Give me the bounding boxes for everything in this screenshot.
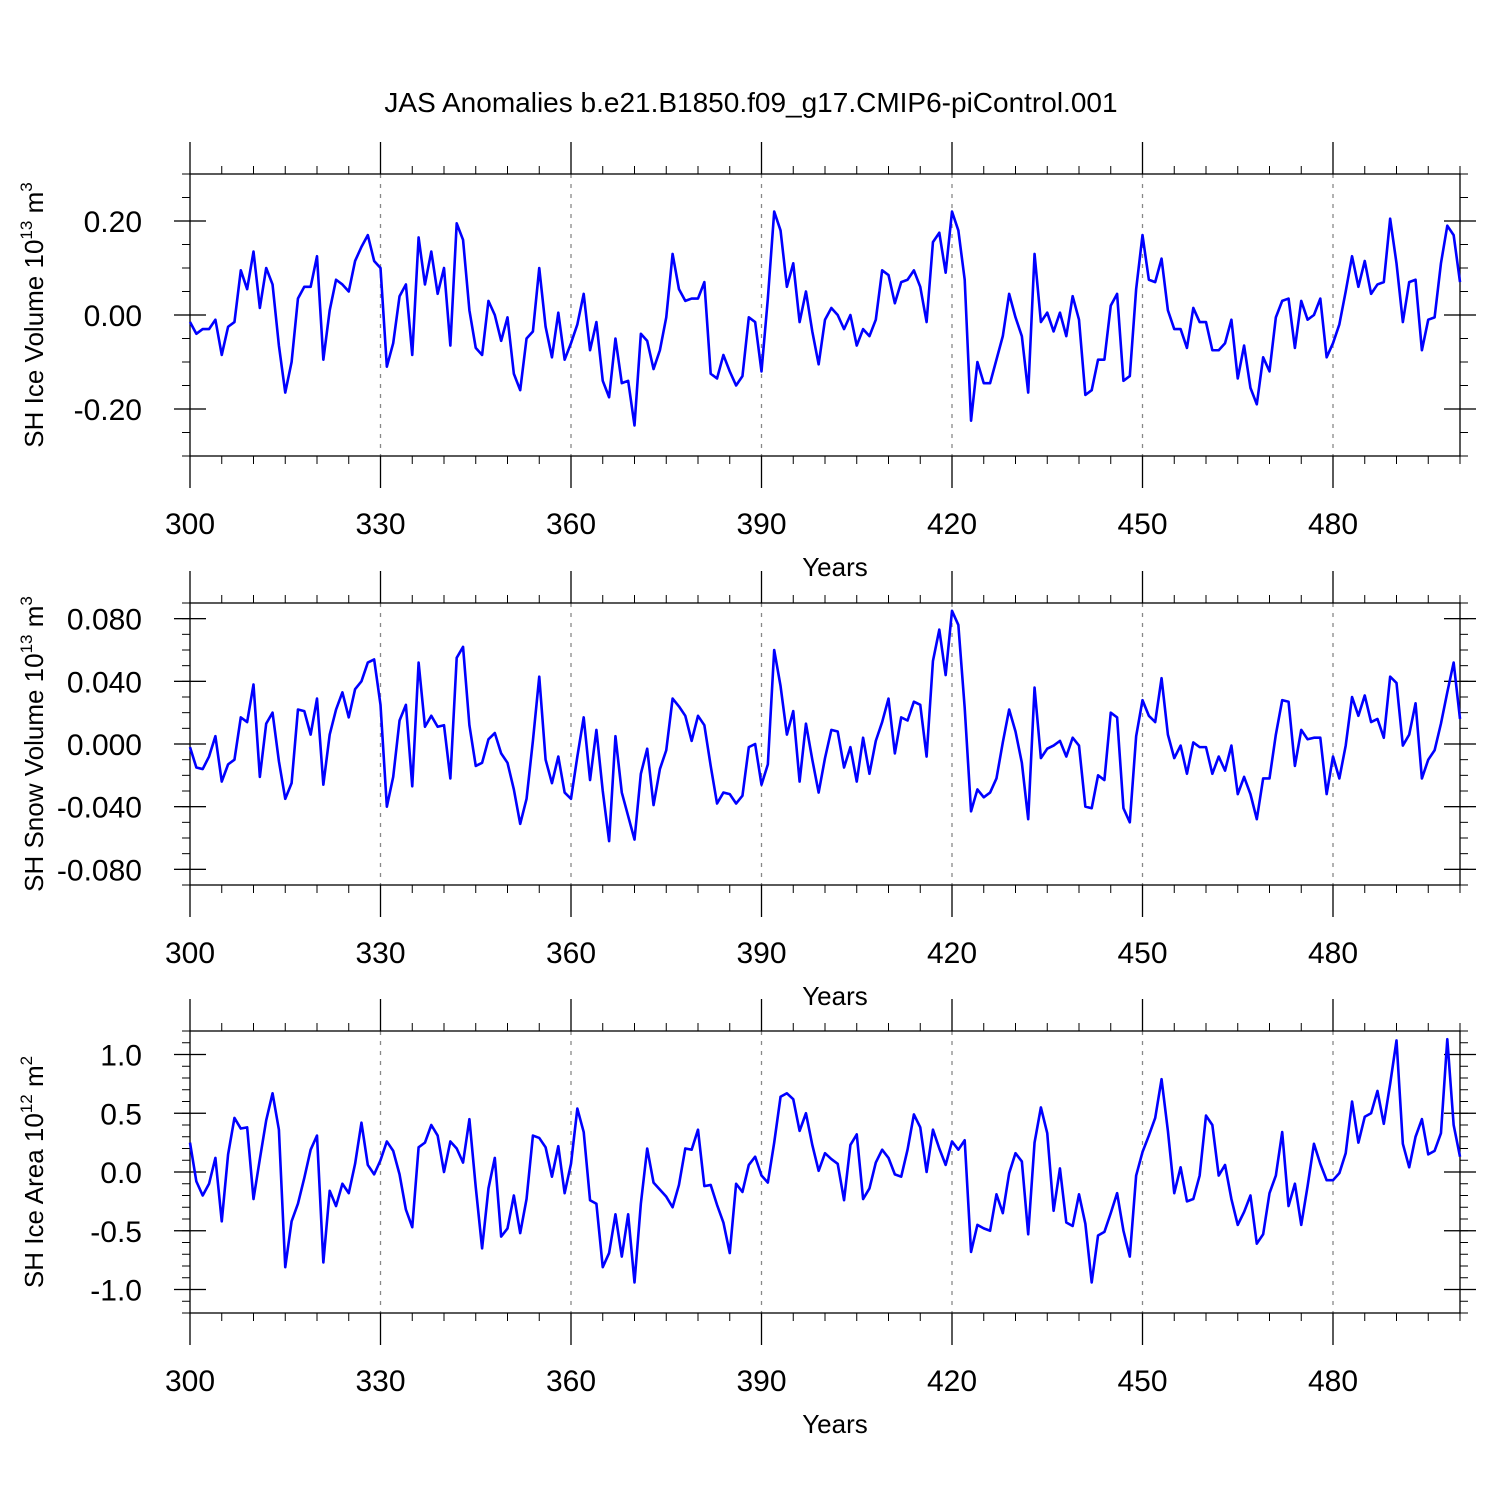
x-tick-label: 300 [165, 937, 215, 970]
panel-3: -1.0 -0.5 0.0 0.5 1.0 300 330 360 390 420 450 480 Ye… [17, 999, 1476, 1439]
y-tick-label: -0.080 [57, 854, 142, 887]
plot-frame [189, 1030, 1461, 1314]
x-tick-label: 330 [355, 937, 405, 970]
y-tick-label: -0.20 [74, 394, 142, 427]
y-tick-label: -1.0 [90, 1275, 142, 1308]
y-axis-label: SH Ice Area 1012 m2 [17, 1056, 49, 1288]
x-tick-label: 420 [927, 937, 977, 970]
x-tick-label: 390 [736, 508, 786, 541]
x-tick-label: 360 [546, 508, 596, 541]
x-tick-label: 390 [736, 1365, 786, 1398]
chart-title: JAS Anomalies b.e21.B1850.f09_g17.CMIP6-… [384, 87, 1117, 118]
y-tick-label: 0.20 [84, 206, 142, 239]
x-axis-label: Years [802, 981, 868, 1011]
series-line-sh-ice-area [188, 1037, 1462, 1284]
x-tick-label: 450 [1117, 937, 1167, 970]
x-axis-label: Years [802, 1409, 868, 1439]
series-line-sh-ice-volume [188, 210, 1462, 427]
series-line-sh-snow-volume [188, 609, 1462, 843]
y-tick-label: -0.5 [90, 1216, 142, 1249]
y-tick-label: 0.040 [67, 666, 142, 699]
x-tick-label: 360 [546, 937, 596, 970]
x-tick-label: 330 [355, 508, 405, 541]
x-tick-label: 480 [1308, 1365, 1358, 1398]
x-tick-label: 300 [165, 508, 215, 541]
x-tick-label: 390 [736, 937, 786, 970]
x-tick-label: 480 [1308, 937, 1358, 970]
panel-1: -0.20 0.00 0.20 300 330 360 390 420 450 480 Years S… [17, 142, 1476, 582]
y-tick-label: 0.5 [100, 1098, 142, 1131]
panel-2: -0.080 -0.040 0.000 0.040 0.080 300 330 360 390 4… [17, 571, 1476, 1011]
x-tick-label: 360 [546, 1365, 596, 1398]
x-tick-label: 330 [355, 1365, 405, 1398]
x-tick-label: 480 [1308, 508, 1358, 541]
y-tick-label: 0.0 [100, 1157, 142, 1190]
y-tick-label: 0.00 [84, 300, 142, 333]
x-tick-label: 300 [165, 1365, 215, 1398]
plot-frame [189, 602, 1461, 886]
x-tick-label: 450 [1117, 1365, 1167, 1398]
x-tick-label: 450 [1117, 508, 1167, 541]
y-tick-label: 1.0 [100, 1040, 142, 1073]
x-tick-label: 420 [927, 1365, 977, 1398]
y-tick-label: 0.080 [67, 604, 142, 637]
y-axis-label: SH Ice Volume 1013 m3 [17, 182, 49, 447]
y-tick-label: 0.000 [67, 729, 142, 762]
x-axis-label: Years [802, 552, 868, 582]
x-tick-label: 420 [927, 508, 977, 541]
y-axis-label: SH Snow Volume 1013 m3 [17, 596, 49, 892]
y-tick-label: -0.040 [57, 792, 142, 825]
plot-frame [189, 173, 1461, 457]
